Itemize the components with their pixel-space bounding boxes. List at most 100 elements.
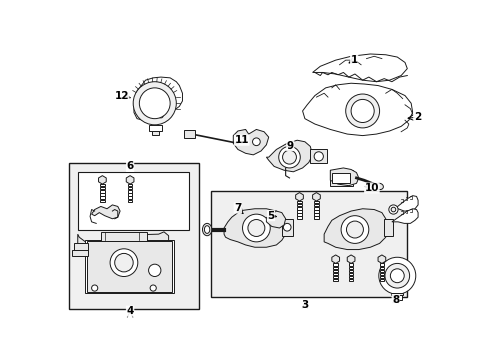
Bar (297, 207, 301, 210)
Bar (333, 266, 337, 269)
Polygon shape (377, 255, 385, 264)
Bar (384, 219, 393, 236)
Bar (127, 197, 132, 199)
Text: 5: 5 (267, 211, 274, 221)
Bar (78, 172, 189, 230)
Bar (148, 125, 162, 131)
Polygon shape (266, 140, 312, 172)
Bar (72, 249, 87, 256)
Bar (333, 270, 337, 272)
Bar (100, 193, 104, 195)
Polygon shape (295, 193, 303, 201)
Bar (85, 239, 174, 293)
Bar (379, 279, 384, 281)
Circle shape (278, 147, 300, 168)
Bar (329, 170, 353, 186)
Text: 4: 4 (126, 306, 134, 316)
Bar (313, 204, 318, 206)
Text: 3: 3 (301, 300, 308, 310)
Bar (127, 184, 132, 186)
Bar (281, 219, 293, 236)
Bar (210, 191, 407, 297)
Polygon shape (329, 168, 358, 186)
Bar (379, 276, 384, 278)
Bar (127, 190, 132, 193)
Bar (379, 273, 384, 275)
Bar (348, 266, 353, 269)
Text: 6: 6 (126, 161, 133, 171)
Circle shape (148, 264, 161, 276)
Circle shape (283, 223, 290, 231)
Bar (100, 197, 104, 199)
Bar (310, 149, 326, 163)
Circle shape (247, 220, 264, 237)
Polygon shape (331, 255, 339, 264)
Polygon shape (324, 209, 386, 249)
Bar (100, 187, 104, 189)
Circle shape (341, 216, 368, 243)
Bar (379, 270, 384, 272)
Circle shape (388, 205, 397, 214)
Circle shape (378, 257, 415, 294)
Bar (392, 294, 401, 300)
Bar (74, 243, 87, 253)
Bar (379, 266, 384, 269)
Text: 7: 7 (234, 203, 241, 213)
Text: 2: 2 (413, 112, 420, 122)
Text: 1: 1 (350, 55, 357, 65)
Bar (100, 190, 104, 193)
Bar (297, 204, 301, 206)
Bar (297, 213, 301, 216)
Circle shape (139, 88, 170, 119)
Bar (348, 279, 353, 281)
Bar (333, 276, 337, 278)
Bar (127, 199, 132, 202)
Circle shape (252, 138, 260, 145)
Circle shape (389, 269, 404, 283)
Circle shape (390, 207, 395, 212)
Circle shape (133, 82, 176, 125)
Bar (151, 131, 159, 135)
Bar (100, 184, 104, 186)
Polygon shape (91, 205, 120, 219)
Polygon shape (312, 54, 407, 82)
Bar (297, 216, 301, 219)
Bar (390, 293, 403, 295)
Bar (127, 187, 132, 189)
Polygon shape (126, 176, 134, 184)
Circle shape (350, 99, 373, 122)
Bar (297, 201, 301, 203)
Bar (68, 163, 199, 309)
Bar (348, 273, 353, 275)
Bar (331, 172, 349, 183)
Bar (313, 213, 318, 216)
Circle shape (150, 285, 156, 291)
Ellipse shape (204, 226, 209, 233)
Polygon shape (266, 211, 285, 228)
Bar (145, 112, 153, 116)
Ellipse shape (202, 223, 211, 236)
Circle shape (115, 253, 133, 272)
Polygon shape (233, 130, 268, 155)
Bar (100, 199, 104, 202)
Bar (127, 193, 132, 195)
Text: 9: 9 (286, 141, 293, 150)
Polygon shape (391, 209, 417, 223)
Bar (87, 241, 171, 292)
Bar (297, 210, 301, 213)
Text: 11: 11 (234, 135, 248, 145)
Circle shape (110, 249, 138, 276)
Bar (348, 270, 353, 272)
Text: 8: 8 (391, 294, 399, 305)
Polygon shape (312, 193, 320, 201)
Bar (313, 201, 318, 203)
Circle shape (346, 221, 363, 238)
Bar (101, 232, 147, 241)
Circle shape (91, 285, 98, 291)
Bar (313, 216, 318, 219)
Circle shape (242, 214, 270, 242)
Text: 10: 10 (364, 183, 378, 193)
Bar (333, 264, 337, 266)
Circle shape (345, 94, 379, 128)
Bar (183, 130, 194, 138)
